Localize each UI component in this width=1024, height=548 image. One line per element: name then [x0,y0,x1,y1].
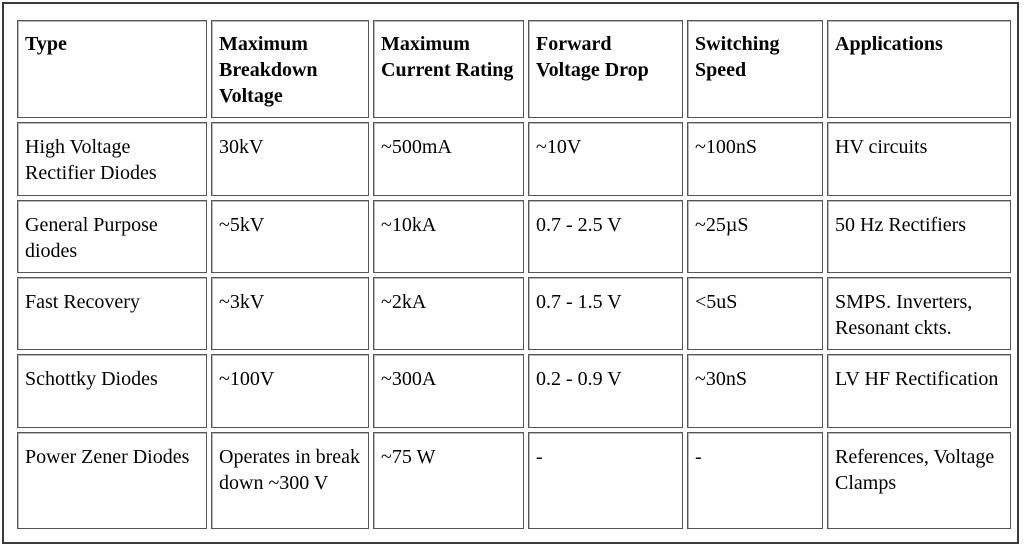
cell-type: High Voltage Rectifier Diodes [17,122,207,196]
cell-current-rating: ~2kA [373,277,524,350]
cell-switching-speed: ~25µS [687,200,823,273]
table-row: General Purpose diodes ~5kV ~10kA 0.7 - … [17,200,1011,273]
cell-breakdown-voltage: ~3kV [211,277,369,350]
cell-forward-voltage: ~10V [528,122,683,196]
cell-type: Fast Recovery [17,277,207,350]
cell-forward-voltage: 0.2 - 0.9 V [528,354,683,428]
cell-applications: HV circuits [827,122,1011,196]
cell-current-rating: ~300A [373,354,524,428]
cell-current-rating: ~10kA [373,200,524,273]
cell-current-rating: ~500mA [373,122,524,196]
cell-forward-voltage: 0.7 - 1.5 V [528,277,683,350]
table-row: High Voltage Rectifier Diodes 30kV ~500m… [17,122,1011,196]
diode-comparison-table: Type Maximum Breakdown Voltage Maximum C… [13,16,1015,533]
table-row: Fast Recovery ~3kV ~2kA 0.7 - 1.5 V <5uS… [17,277,1011,350]
table-row: Power Zener Diodes Operates in break dow… [17,432,1011,529]
cell-forward-voltage: - [528,432,683,529]
header-applications: Applications [827,20,1011,118]
table-header-row: Type Maximum Breakdown Voltage Maximum C… [17,20,1011,118]
cell-breakdown-voltage: ~100V [211,354,369,428]
cell-breakdown-voltage: 30kV [211,122,369,196]
header-switching-speed: Switching Speed [687,20,823,118]
cell-type: Power Zener Diodes [17,432,207,529]
cell-applications: References, Voltage Clamps [827,432,1011,529]
header-max-current-rating: Maximum Current Rating [373,20,524,118]
cell-type: General Purpose diodes [17,200,207,273]
cell-forward-voltage: 0.7 - 2.5 V [528,200,683,273]
cell-current-rating: ~75 W [373,432,524,529]
cell-switching-speed: ~100nS [687,122,823,196]
cell-switching-speed: - [687,432,823,529]
header-type: Type [17,20,207,118]
cell-switching-speed: ~30nS [687,354,823,428]
cell-type: Schottky Diodes [17,354,207,428]
cell-applications: 50 Hz Rectifiers [827,200,1011,273]
header-max-breakdown-voltage: Maximum Breakdown Voltage [211,20,369,118]
cell-applications: SMPS. Inverters, Resonant ckts. [827,277,1011,350]
cell-breakdown-voltage: ~5kV [211,200,369,273]
cell-breakdown-voltage: Operates in break down ~300 V [211,432,369,529]
cell-switching-speed: <5uS [687,277,823,350]
table-row: Schottky Diodes ~100V ~300A 0.2 - 0.9 V … [17,354,1011,428]
header-forward-voltage-drop: Forward Voltage Drop [528,20,683,118]
cell-applications: LV HF Rectification [827,354,1011,428]
